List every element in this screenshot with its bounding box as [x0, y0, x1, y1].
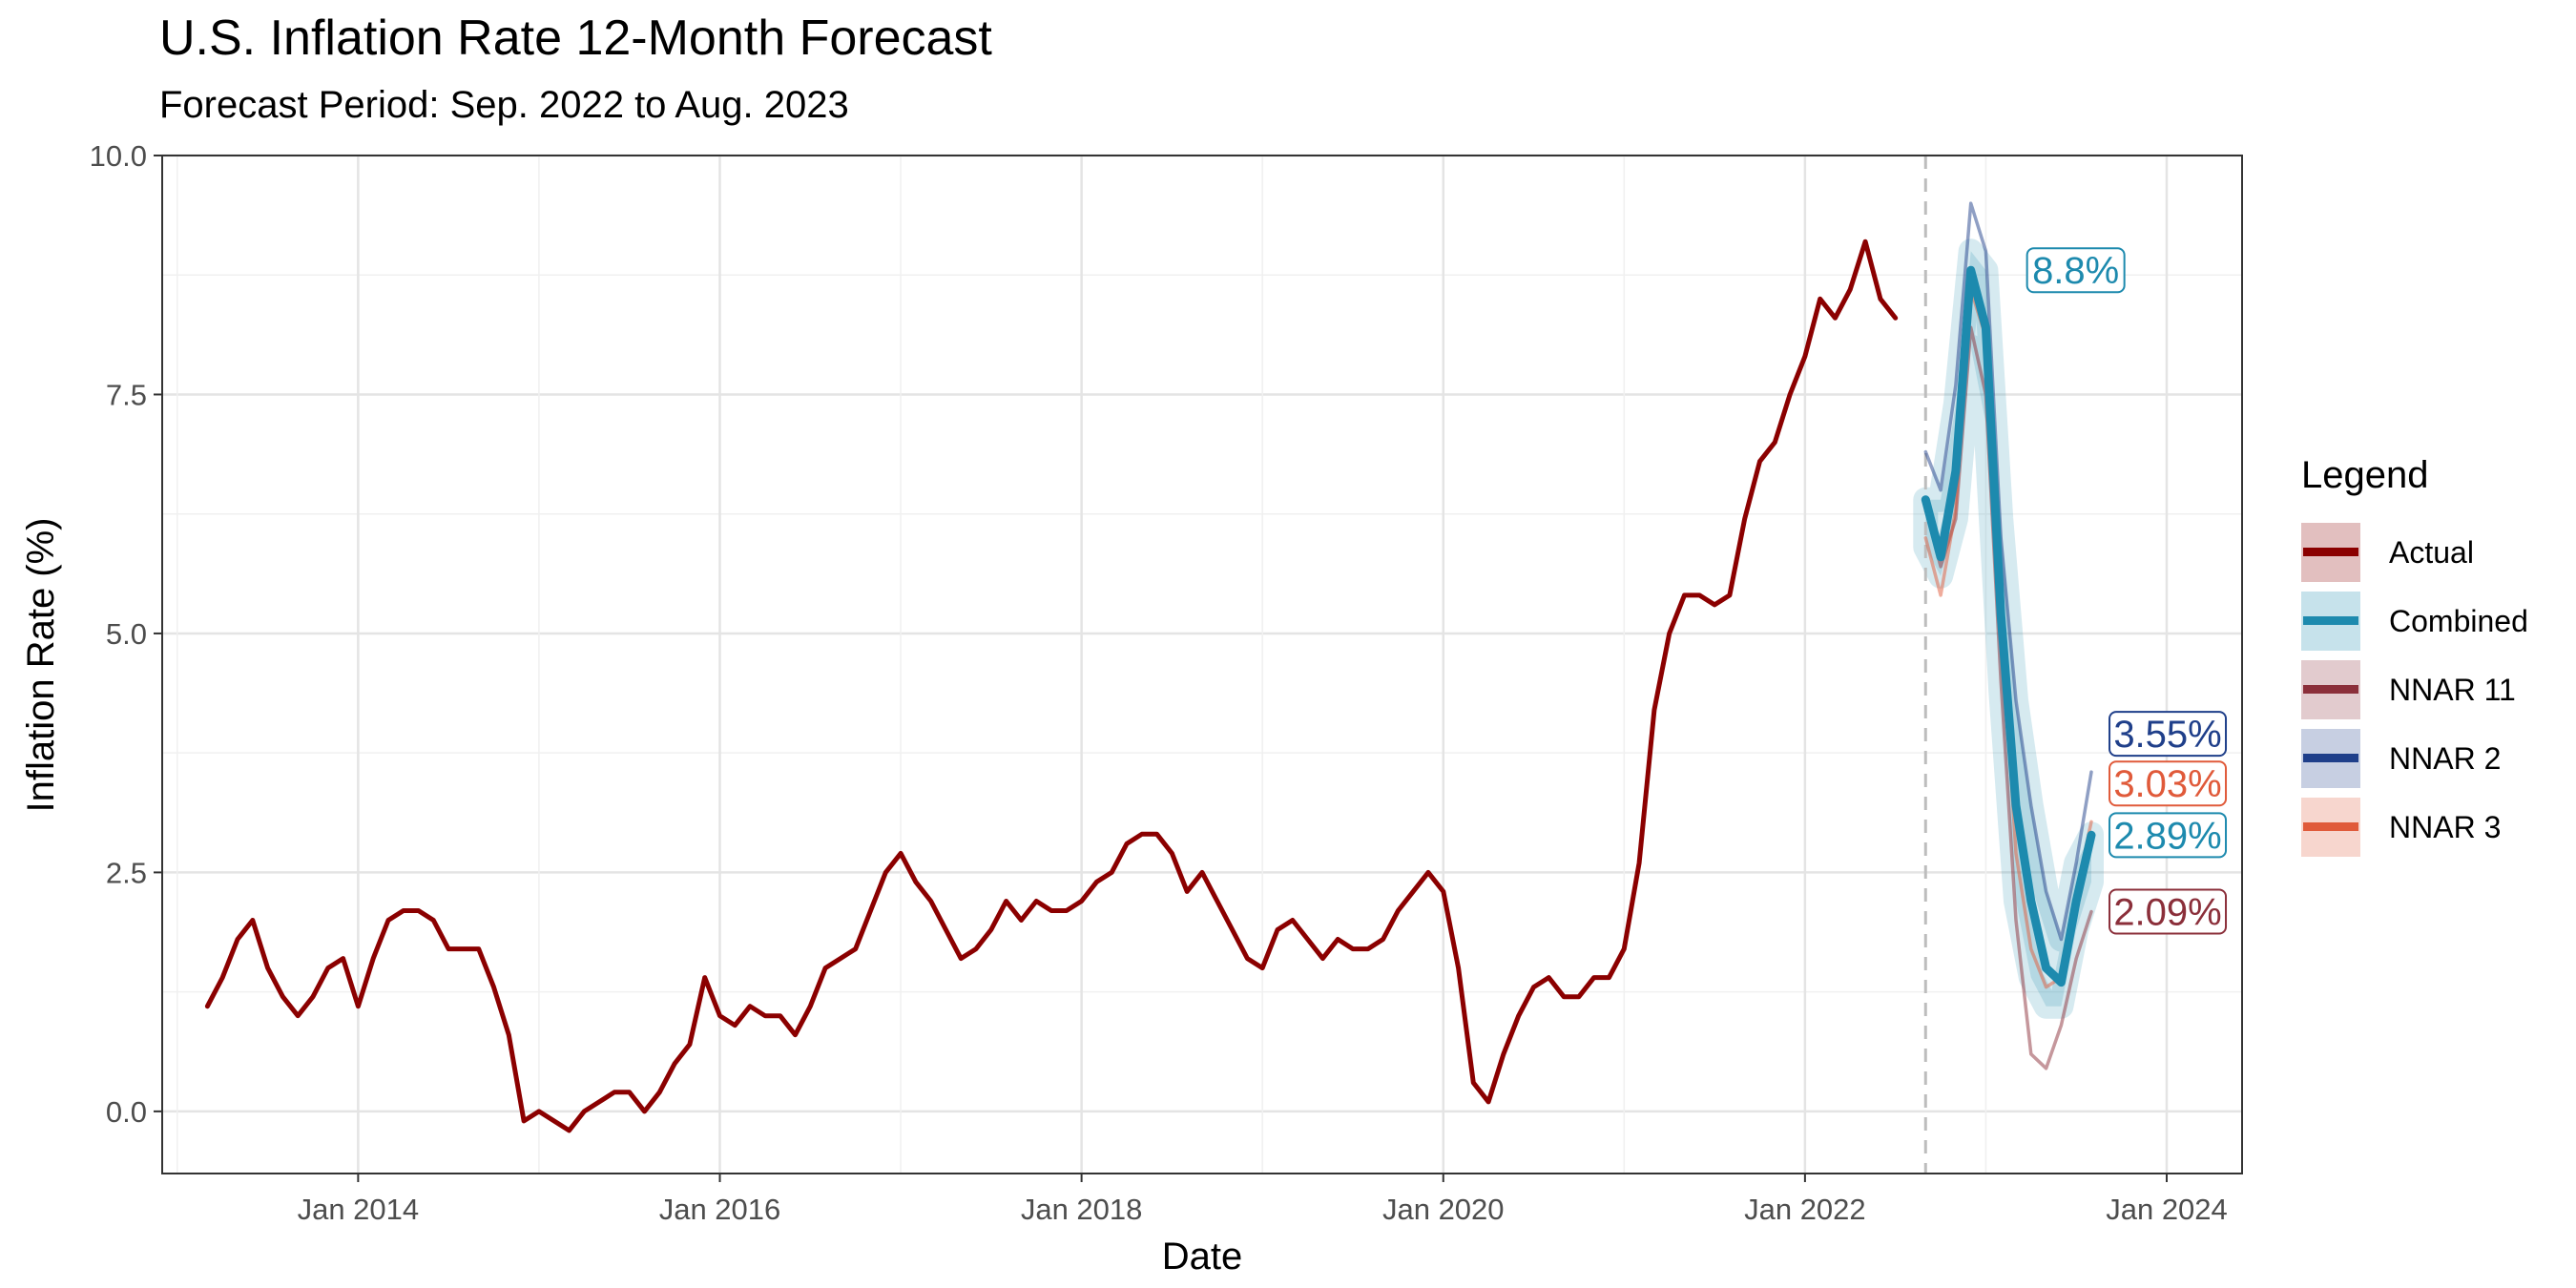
y-axis-title: Inflation Rate (%) [20, 517, 62, 812]
annotation-box [2109, 711, 2228, 758]
legend-label: NNAR 11 [2389, 672, 2516, 707]
legend-label: Combined [2389, 603, 2528, 638]
y-tick-label: 7.5 [106, 378, 147, 411]
annotation-label: 3.03% [2109, 760, 2228, 807]
gridlines [162, 154, 2242, 1174]
legend-label: NNAR 2 [2389, 740, 2502, 776]
chart-title: U.S. Inflation Rate 12-Month Forecast [159, 10, 992, 66]
axis-ticks: 0.0 2.5 5.0 7.5 10.0 Jan 2014 Jan 2016 Jan 2018… [90, 139, 2228, 1226]
annotation-box [2109, 760, 2228, 807]
series-lines [204, 201, 2096, 1133]
legend-item: NNAR 2 [2301, 724, 2528, 793]
x-tick-label: Jan 2018 [1021, 1193, 1143, 1226]
legend-items: Actual Combined NNAR 11 NNAR 2 NNAR 3 [2301, 518, 2528, 862]
annotation-text: 3.03% [2113, 763, 2221, 805]
plot-panel-border [161, 155, 2243, 1174]
chart-subtitle: Forecast Period: Sep. 2022 to Aug. 2023 [159, 84, 849, 126]
annotation-label: 2.89% [2109, 812, 2228, 859]
x-tick-label: Jan 2016 [659, 1193, 781, 1226]
annotation-text: 3.55% [2113, 714, 2221, 756]
legend-label: Actual [2389, 534, 2474, 570]
annotation-label: 8.8% [2025, 247, 2126, 294]
legend-key [2301, 729, 2360, 788]
x-tick-label: Jan 2022 [1744, 1193, 1866, 1226]
legend-key-line [2303, 548, 2358, 556]
series-line-actual [204, 239, 1899, 1133]
series-line-nnar-2 [1923, 201, 2093, 942]
annotation-label: 3.55% [2109, 711, 2228, 758]
annotation-box [2025, 247, 2126, 294]
x-tick-label: Jan 2020 [1382, 1193, 1505, 1226]
legend-key [2301, 592, 2360, 651]
annotation-labels: 8.8% 3.55% 3.03% 2.89% 2.09% [2025, 247, 2228, 935]
annotation-text: 2.89% [2113, 815, 2221, 857]
legend-key-line [2303, 616, 2358, 625]
annotation-label: 2.09% [2109, 888, 2228, 935]
legend-key [2301, 660, 2360, 719]
legend-key-line [2303, 822, 2358, 831]
series-line-combined [1921, 265, 2096, 987]
legend-item: NNAR 11 [2301, 655, 2528, 724]
annotation-text: 8.8% [2032, 250, 2119, 292]
y-tick-label: 10.0 [90, 139, 147, 173]
legend-item: Combined [2301, 587, 2528, 655]
y-tick-label: 5.0 [106, 617, 147, 651]
legend-key [2301, 798, 2360, 857]
annotation-box [2109, 812, 2228, 859]
annotation-box [2109, 888, 2228, 935]
annotation-text: 2.09% [2113, 891, 2221, 933]
legend-title: Legend [2301, 454, 2429, 496]
x-axis-title: Date [1162, 1236, 1243, 1278]
legend-key [2301, 523, 2360, 582]
legend: Legend Actual Combined NNAR 11 NNAR 2 NNAR 3 [2301, 454, 2528, 862]
legend-item: Actual [2301, 518, 2528, 587]
legend-key-line [2303, 685, 2358, 694]
legend-key-line [2303, 754, 2358, 762]
x-tick-label: Jan 2024 [2106, 1193, 2228, 1226]
x-tick-label: Jan 2014 [298, 1193, 420, 1226]
legend-label: NNAR 3 [2389, 809, 2502, 844]
legend-item: NNAR 3 [2301, 793, 2528, 862]
y-tick-label: 2.5 [106, 856, 147, 889]
y-tick-label: 0.0 [106, 1095, 147, 1129]
